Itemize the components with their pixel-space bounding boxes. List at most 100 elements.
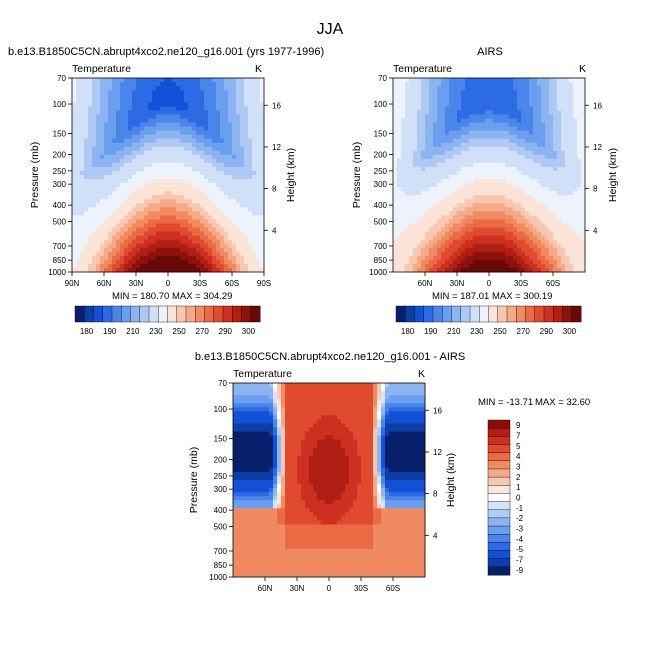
contour-cell: [489, 215, 493, 219]
contour-cell: [252, 211, 256, 215]
contour-cell: [128, 131, 132, 135]
contour-cell: [92, 260, 96, 264]
contour-cell: [393, 118, 397, 122]
contour-cell: [457, 163, 461, 167]
contour-cell: [417, 94, 421, 98]
contour-cell: [249, 419, 253, 423]
contour-cell: [244, 135, 248, 139]
contour-cell: [184, 179, 188, 183]
contour-cell: [224, 203, 228, 207]
contour-cell: [236, 260, 240, 264]
contour-cell: [445, 224, 449, 228]
contour-cell: [256, 90, 260, 94]
contour-cell: [245, 533, 249, 537]
colorbar-tick-label: 230: [149, 327, 163, 336]
contour-cell: [449, 127, 453, 131]
contour-cell: [172, 151, 176, 155]
contour-cell: [533, 82, 537, 86]
contour-cell: [112, 86, 116, 90]
contour-cell: [156, 224, 160, 228]
contour-cell: [485, 195, 489, 199]
contour-cell: [561, 90, 565, 94]
contour-cell: [569, 98, 573, 102]
contour-cell: [529, 240, 533, 244]
contour-cell: [160, 135, 164, 139]
latitude-tick-label: 60N: [97, 279, 112, 288]
contour-cell: [224, 122, 228, 126]
contour-cell: [160, 248, 164, 252]
contour-cell: [72, 244, 76, 248]
contour-cell: [481, 102, 485, 106]
colorbar-swatch: [396, 306, 406, 322]
contour-cell: [132, 155, 136, 159]
contour-cell: [433, 114, 437, 118]
contour-cell: [445, 179, 449, 183]
contour-cell: [409, 232, 413, 236]
contour-cell: [393, 264, 397, 268]
contour-cell: [204, 171, 208, 175]
contour-cell: [148, 215, 152, 219]
contour-cell: [88, 98, 92, 102]
contour-cell: [212, 224, 216, 228]
contour-cell: [228, 86, 232, 90]
contour-cell: [549, 195, 553, 199]
contour-cell: [148, 175, 152, 179]
contour-cell: [176, 191, 180, 195]
contour-cell: [164, 94, 168, 98]
contour-cell: [204, 207, 208, 211]
contour-cell: [249, 464, 253, 468]
contour-cell: [449, 264, 453, 268]
contour-cell: [184, 224, 188, 228]
contour-cell: [220, 228, 224, 232]
contour-cell: [437, 143, 441, 147]
contour-cell: [409, 98, 413, 102]
contour-cell: [569, 179, 573, 183]
contour-cell: [553, 135, 557, 139]
contour-cell: [569, 86, 573, 90]
contour-cell: [112, 219, 116, 223]
contour-cell: [493, 219, 497, 223]
contour-cell: [533, 114, 537, 118]
contour-cell: [497, 219, 501, 223]
contour-cell: [216, 90, 220, 94]
contour-cell: [216, 82, 220, 86]
contour-cell: [577, 86, 581, 90]
contour-cell: [485, 90, 489, 94]
contour-cell: [465, 143, 469, 147]
contour-cell: [561, 175, 565, 179]
contour-cell: [397, 175, 401, 179]
contour-cell: [489, 139, 493, 143]
contour-cell: [517, 102, 521, 106]
contour-cell: [501, 110, 505, 114]
contour-cell: [577, 90, 581, 94]
contour-cell: [501, 240, 505, 244]
contour-cell: [541, 244, 545, 248]
contour-cell: [233, 480, 237, 484]
contour-cell: [156, 86, 160, 90]
contour-cell: [204, 127, 208, 131]
contour-cell: [252, 203, 256, 207]
contour-cell: [168, 240, 172, 244]
contour-cell: [160, 118, 164, 122]
contour-cell: [409, 264, 413, 268]
contour-cell: [429, 163, 433, 167]
pressure-tick-label: 150: [374, 130, 388, 139]
contour-cell: [160, 90, 164, 94]
contour-cell: [461, 147, 465, 151]
contour-cell: [497, 163, 501, 167]
contour-cell: [497, 215, 501, 219]
contour-cell: [485, 264, 489, 268]
contour-cell: [120, 211, 124, 215]
colorbar-swatch: [158, 306, 168, 322]
contour-cell: [164, 248, 168, 252]
contour-cell: [577, 106, 581, 110]
contour-cell: [224, 151, 228, 155]
contour-cell: [493, 240, 497, 244]
contour-cell: [245, 569, 249, 573]
contour-cell: [553, 252, 557, 256]
contour-cell: [76, 106, 80, 110]
contour-cell: [405, 179, 409, 183]
contour-cell: [252, 260, 256, 264]
contour-cell: [437, 106, 441, 110]
contour-cell: [256, 195, 260, 199]
